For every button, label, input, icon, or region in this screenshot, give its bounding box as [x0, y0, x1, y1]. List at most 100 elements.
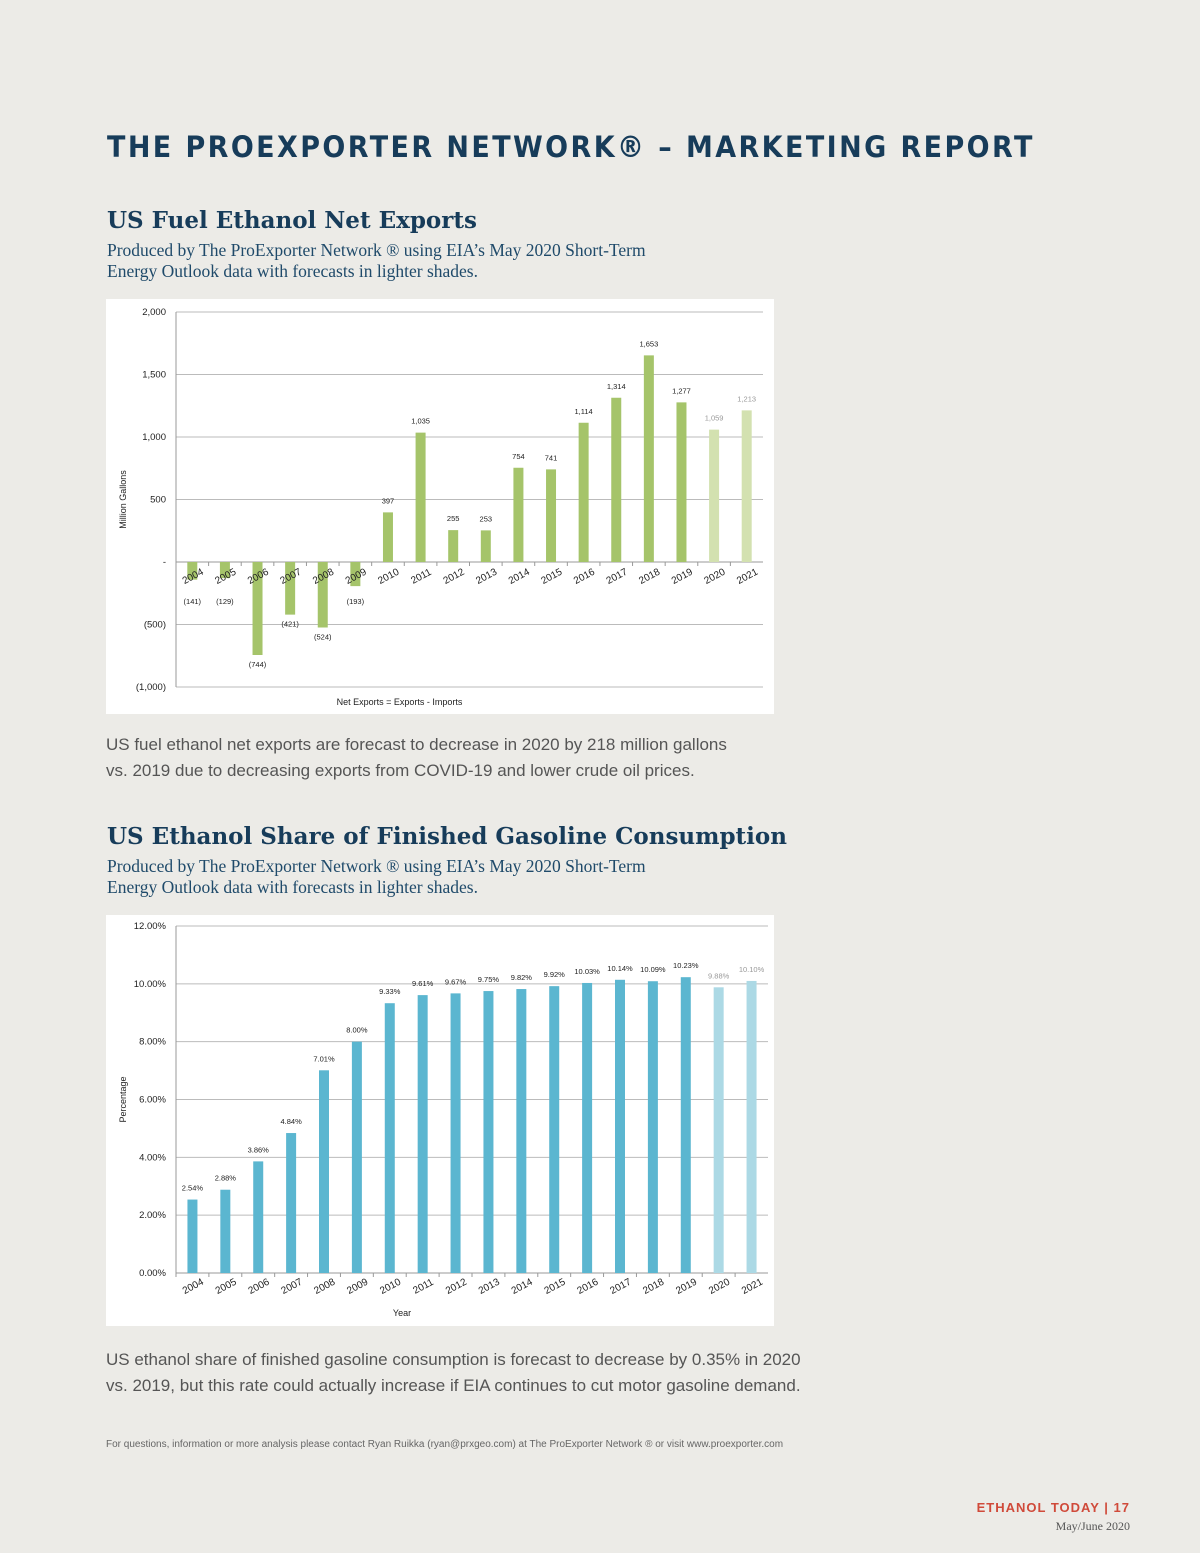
chart2-title: US Ethanol Share of Finished Gasoline Co… [107, 823, 787, 850]
x-tick-label-2018: 2018 [641, 1277, 666, 1297]
bar-2021 [741, 410, 752, 562]
subtitle-line: Produced by The ProExporter Network ® us… [107, 240, 646, 260]
bar-2012 [448, 530, 459, 562]
x-tick-label-2016: 2016 [572, 567, 597, 587]
y-tick-label: 2,000 [142, 307, 166, 318]
x-tick-label-2017: 2017 [608, 1277, 633, 1297]
data-label-2020: 9.88% [708, 971, 730, 980]
net-exports-chart: 2,000 1,500 1,000 500 - (500) (1,000) (141) 2004… [118, 307, 763, 707]
y-tick-label: 4.00% [139, 1152, 166, 1163]
x-tick-label-2018: 2018 [637, 567, 662, 587]
data-label-2008: (524) [314, 633, 332, 642]
y-tick-label: 10.00% [134, 979, 167, 990]
data-label-2015: 9.92% [544, 970, 566, 979]
note-line: US ethanol share of finished gasoline co… [106, 1350, 801, 1369]
subtitle-line: Energy Outlook data with forecasts in li… [107, 877, 478, 897]
bar-2021 [746, 980, 757, 1273]
chart1-title: US Fuel Ethanol Net Exports [107, 207, 477, 234]
y-tick-label: 1,500 [142, 370, 166, 381]
magazine-brand: ETHANOL TODAY | 17 [976, 1500, 1130, 1515]
bar-2014 [513, 467, 524, 562]
data-label-2021: 1,213 [737, 394, 756, 403]
data-label-2019: 1,277 [672, 386, 691, 395]
data-label-2015: 741 [545, 453, 558, 462]
data-label-2016: 10.03% [574, 967, 600, 976]
ethanol-share-chart: 12.00% 10.00% 8.00% 6.00% 4.00% 2.00% 0.00% 2.5… [118, 921, 768, 1318]
bar-2017 [611, 397, 622, 562]
issue-date: May/June 2020 [1055, 1519, 1130, 1533]
bar-2012 [450, 993, 461, 1273]
data-label-2009: 8.00% [346, 1026, 368, 1035]
x-tick-label-2004: 2004 [181, 1277, 206, 1297]
chart1-subtitle: Produced by The ProExporter Network ® us… [107, 240, 767, 282]
x-tick-label-2016: 2016 [576, 1277, 601, 1297]
bar-2009 [350, 562, 361, 587]
bar-2018 [647, 981, 658, 1273]
chart2-note: US ethanol share of finished gasoline co… [106, 1347, 906, 1399]
x-axis-title: Year [393, 1308, 411, 1318]
data-label-2013: 253 [480, 514, 493, 523]
data-label-2013: 9.75% [478, 975, 500, 984]
bar-2008 [317, 562, 328, 628]
x-tick-label-2012: 2012 [444, 1277, 469, 1297]
data-label-2018: 1,653 [639, 339, 658, 348]
bar-2016 [578, 422, 589, 562]
x-tick-label-2019: 2019 [674, 1277, 699, 1297]
chart1-container: 2,000 1,500 1,000 500 - (500) (1,000) (141) 2004… [106, 299, 774, 714]
bar-2008 [319, 1070, 329, 1273]
y-tick-label: 6.00% [139, 1095, 166, 1106]
chart2-container: 12.00% 10.00% 8.00% 6.00% 4.00% 2.00% 0.00% 2.5… [106, 915, 774, 1326]
note-line: vs. 2019 due to decreasing exports from … [106, 761, 695, 780]
x-tick-label-2014: 2014 [510, 1277, 535, 1297]
x-tick-label-2010: 2010 [376, 567, 401, 587]
data-label-2014: 9.82% [511, 973, 533, 982]
bar-2006 [253, 1161, 264, 1273]
data-label-2006: 3.86% [248, 1145, 270, 1154]
x-tick-label-2019: 2019 [670, 567, 695, 587]
y-tick-label: (500) [144, 620, 166, 631]
chart2-subtitle: Produced by The ProExporter Network ® us… [107, 856, 767, 898]
bar-2005 [219, 562, 230, 579]
x-tick-label-2012: 2012 [442, 567, 467, 587]
data-label-2012: 255 [447, 514, 460, 523]
y-axis-title: Percentage [118, 1076, 128, 1122]
bar-2004 [187, 1199, 198, 1273]
x-tick-label-2009: 2009 [345, 1277, 370, 1297]
bar-2015 [546, 469, 557, 562]
bar-2019 [680, 977, 691, 1273]
bar-2014 [516, 989, 527, 1273]
x-tick-label-2013: 2013 [474, 567, 499, 587]
y-tick-label: 12.00% [134, 921, 167, 932]
page-header: THE PROEXPORTER NETWORK® – MARKETING REP… [107, 130, 1035, 164]
y-axis-title: Million Gallons [118, 470, 128, 529]
data-label-2019: 10.23% [673, 961, 699, 970]
x-tick-label-2021: 2021 [735, 567, 760, 587]
data-label-2020: 1,059 [705, 414, 724, 423]
x-tick-label-2017: 2017 [605, 567, 630, 587]
x-tick-label-2014: 2014 [507, 567, 532, 587]
data-label-2012: 9.67% [445, 977, 467, 986]
x-tick-label-2004: 2004 [181, 567, 206, 587]
x-tick-label-2011: 2011 [409, 567, 434, 587]
bar-2006 [252, 562, 263, 655]
x-tick-label-2021: 2021 [740, 1277, 765, 1297]
x-tick-label-2008: 2008 [312, 1277, 337, 1297]
bar-2018 [643, 355, 654, 562]
bar-2013 [483, 991, 494, 1273]
bar-2011 [415, 432, 426, 562]
data-label-2011: 9.61% [412, 979, 434, 988]
bar-2019 [676, 402, 687, 562]
chart1-note: US fuel ethanol net exports are forecast… [106, 732, 906, 784]
y-tick-label: 0.00% [139, 1268, 166, 1279]
data-label-2005: 2.88% [215, 1174, 237, 1183]
bar-2004 [187, 562, 198, 580]
bar-2016 [582, 982, 593, 1273]
x-tick-label-2007: 2007 [280, 1277, 305, 1297]
x-tick-label-2013: 2013 [477, 1277, 502, 1297]
bar-2010 [384, 1003, 395, 1273]
bar-2020 [709, 429, 720, 562]
data-label-2016: 1,114 [575, 407, 593, 416]
y-tick-label: (1,000) [136, 682, 166, 693]
bar-2013 [480, 530, 491, 562]
